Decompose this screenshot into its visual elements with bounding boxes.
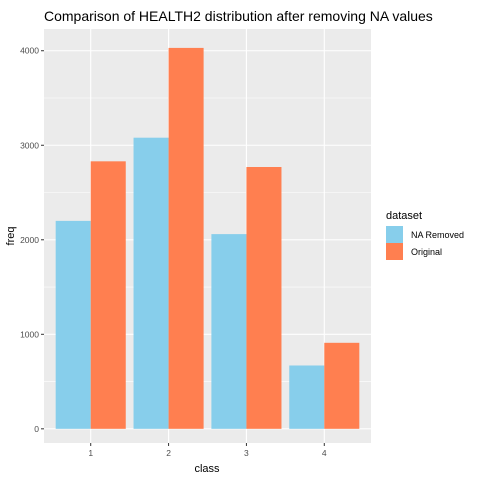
legend-key-original [386,243,403,260]
bar-original-1 [90,161,126,429]
x-axis-title: class [194,463,220,475]
y-tick-label: 2000 [20,235,39,245]
x-axis: 1 2 3 4 [88,443,327,458]
bar-na-removed-3 [211,234,247,429]
bar-original-4 [324,342,360,429]
bar-original-2 [168,47,204,429]
legend-label-original: Original [411,247,442,257]
y-tick-label: 0 [34,424,39,434]
bar-original-3 [246,167,282,429]
bar-na-removed-4 [289,365,325,429]
legend: dataset NA Removed Original [386,210,464,260]
y-tick-label: 4000 [20,46,39,56]
legend-label-na-removed: NA Removed [411,230,464,240]
legend-key-na-removed [386,226,403,243]
bar-na-removed-1 [55,220,91,429]
x-tick-label: 3 [244,448,249,458]
chart-title: Comparison of HEALTH2 distribution after… [44,8,433,24]
y-tick-label: 3000 [20,140,39,150]
bar-na-removed-2 [133,137,169,429]
x-tick-label: 4 [322,448,327,458]
legend-items: NA Removed Original [386,226,464,260]
y-axis: 0 1000 2000 3000 4000 [20,46,44,434]
y-tick-label: 1000 [20,329,39,339]
bars [55,47,360,429]
legend-title: dataset [386,210,422,222]
x-tick-label: 2 [166,448,171,458]
x-tick-label: 1 [88,448,93,458]
y-axis-title: freq [5,227,17,246]
